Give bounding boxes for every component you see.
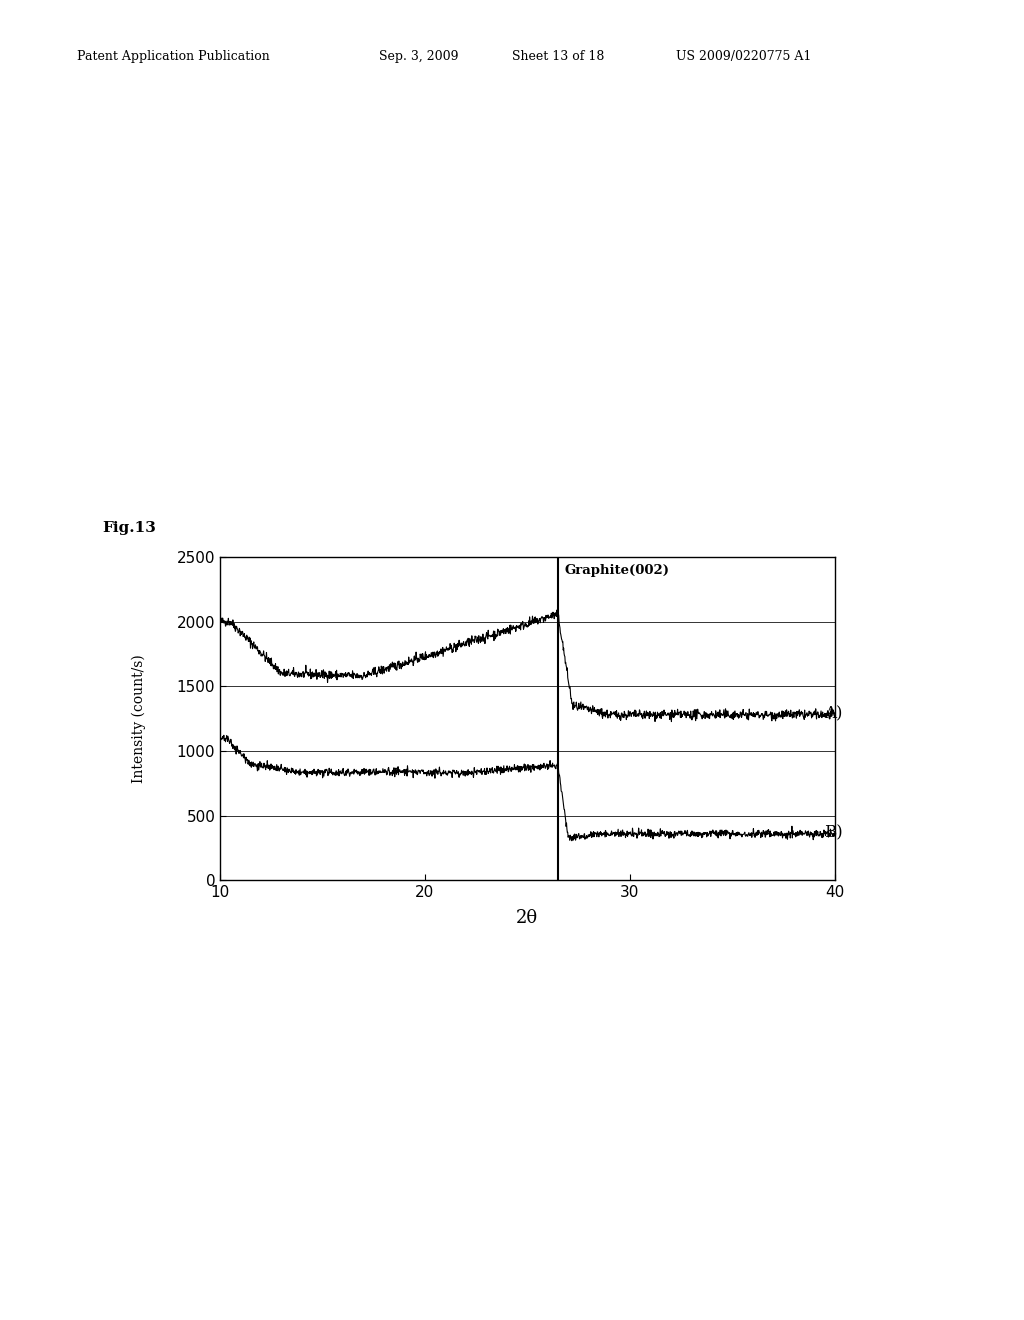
Text: Graphite(002): Graphite(002) [564,564,670,577]
X-axis label: 2θ: 2θ [516,908,539,927]
Text: Sep. 3, 2009: Sep. 3, 2009 [379,50,459,63]
Text: B): B) [824,824,843,841]
Y-axis label: Intensity (count/s): Intensity (count/s) [132,655,146,783]
Text: US 2009/0220775 A1: US 2009/0220775 A1 [676,50,811,63]
Text: Sheet 13 of 18: Sheet 13 of 18 [512,50,604,63]
Text: Patent Application Publication: Patent Application Publication [77,50,269,63]
Text: A): A) [824,705,843,722]
Text: Fig.13: Fig.13 [102,521,157,536]
